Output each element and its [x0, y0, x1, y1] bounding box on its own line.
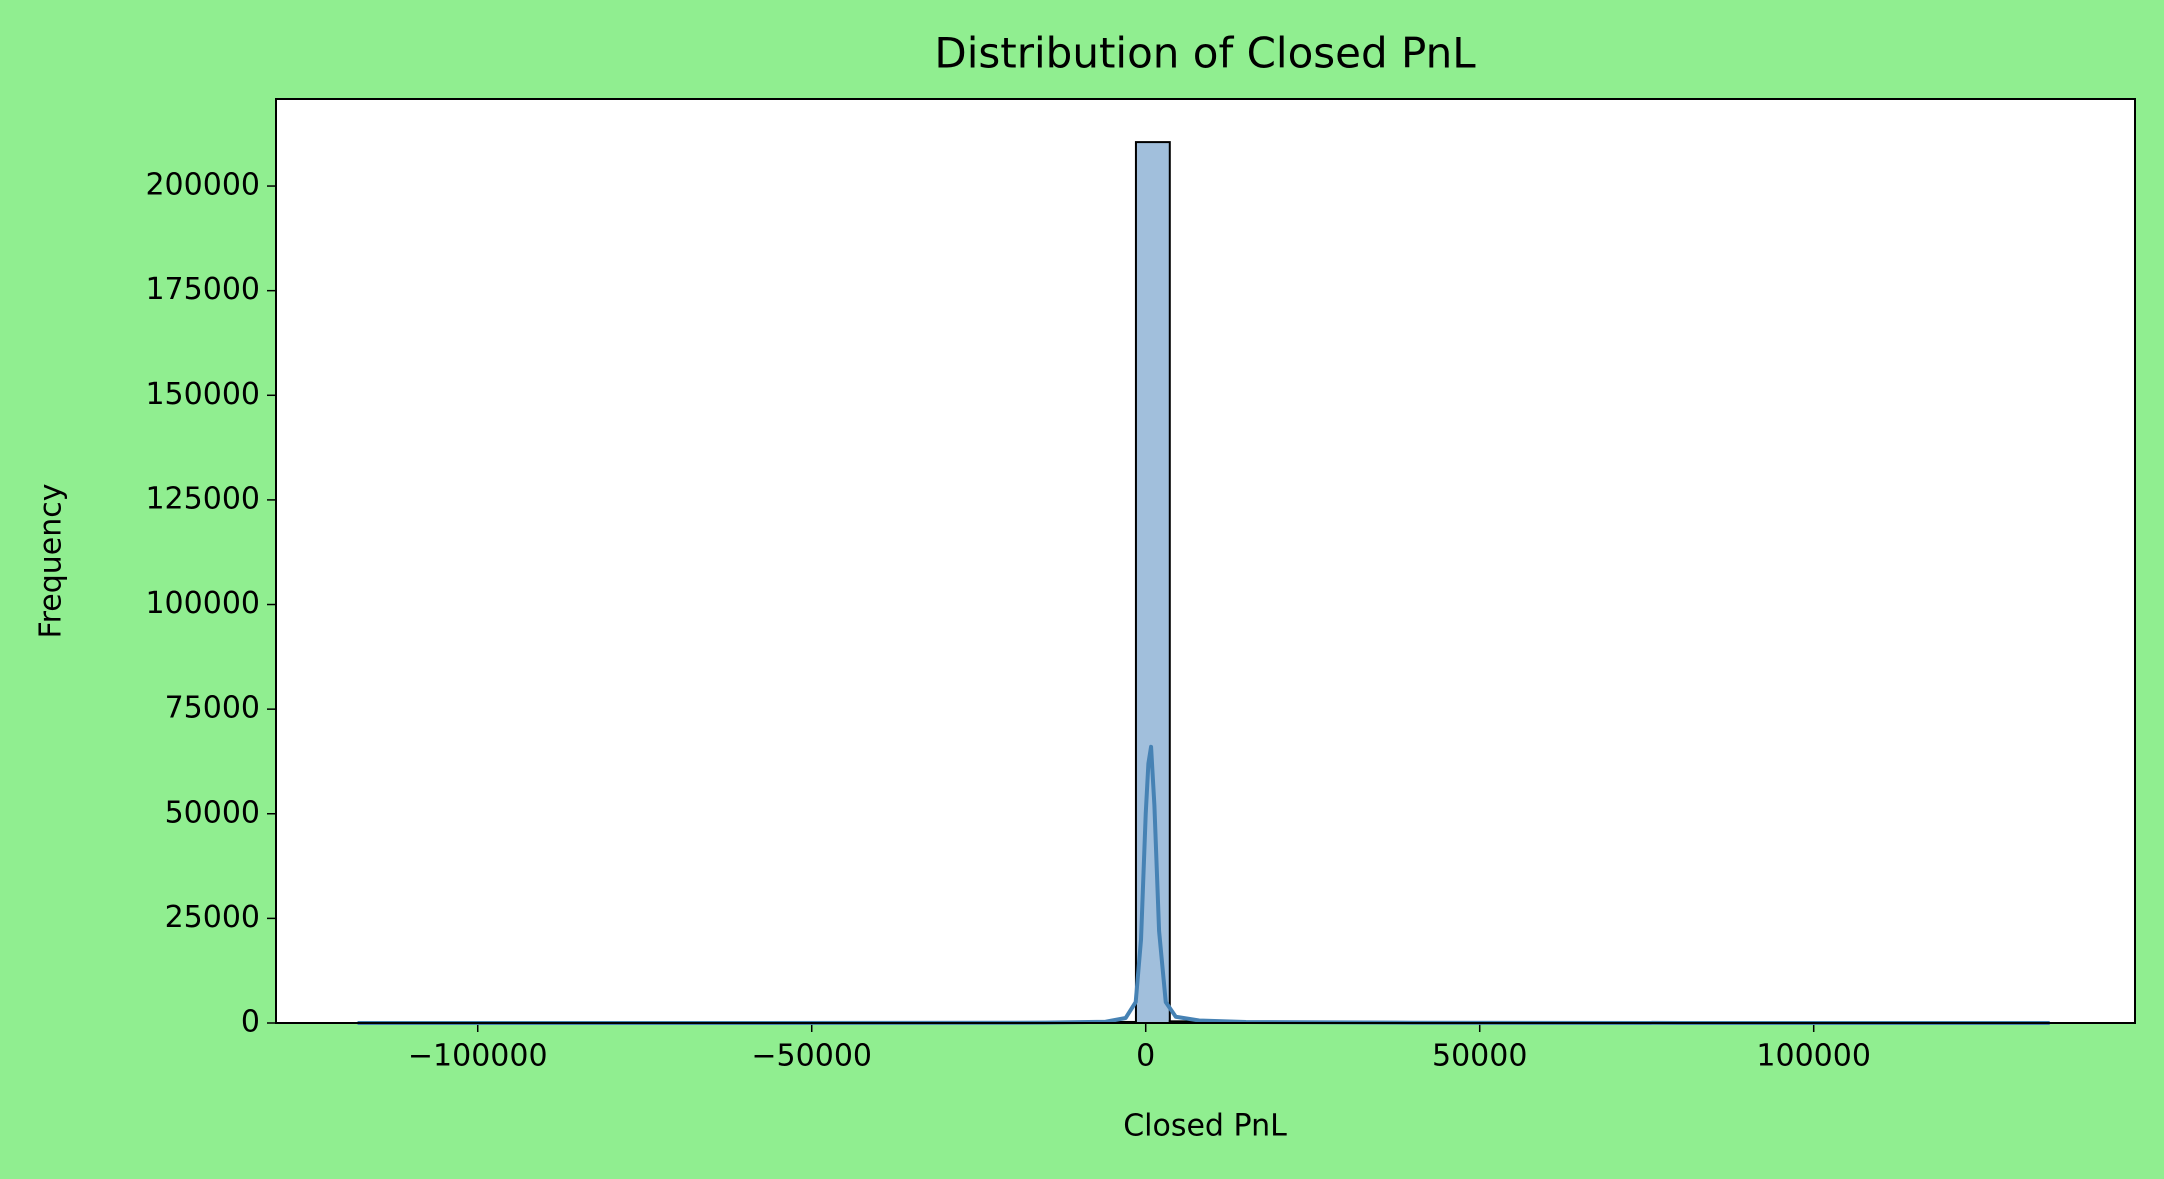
plot-frame	[275, 98, 2136, 1024]
x-tick-label: 50000	[1432, 1039, 1527, 1074]
y-tick-label: 75000	[165, 691, 260, 726]
x-tick-label: 100000	[1756, 1039, 1871, 1074]
y-tick-label: 25000	[165, 900, 260, 935]
chart-title: Distribution of Closed PnL	[934, 29, 1476, 78]
plot-area	[276, 99, 2135, 1023]
y-tick-label: 200000	[145, 168, 260, 203]
y-tick-label: 50000	[165, 795, 260, 830]
y-tick-label: 0	[241, 1005, 260, 1040]
y-tick-label: 150000	[145, 377, 260, 412]
y-tick-label: 125000	[145, 481, 260, 516]
x-tick-label: 0	[1136, 1039, 1155, 1074]
x-tick-label: −100000	[408, 1039, 548, 1074]
x-tick-label: −50000	[751, 1039, 872, 1074]
x-axis-label: Closed PnL	[1123, 1109, 1287, 1144]
y-tick-label: 175000	[145, 272, 260, 307]
y-tick-label: 100000	[145, 586, 260, 621]
y-axis-label: Frequency	[34, 484, 69, 639]
